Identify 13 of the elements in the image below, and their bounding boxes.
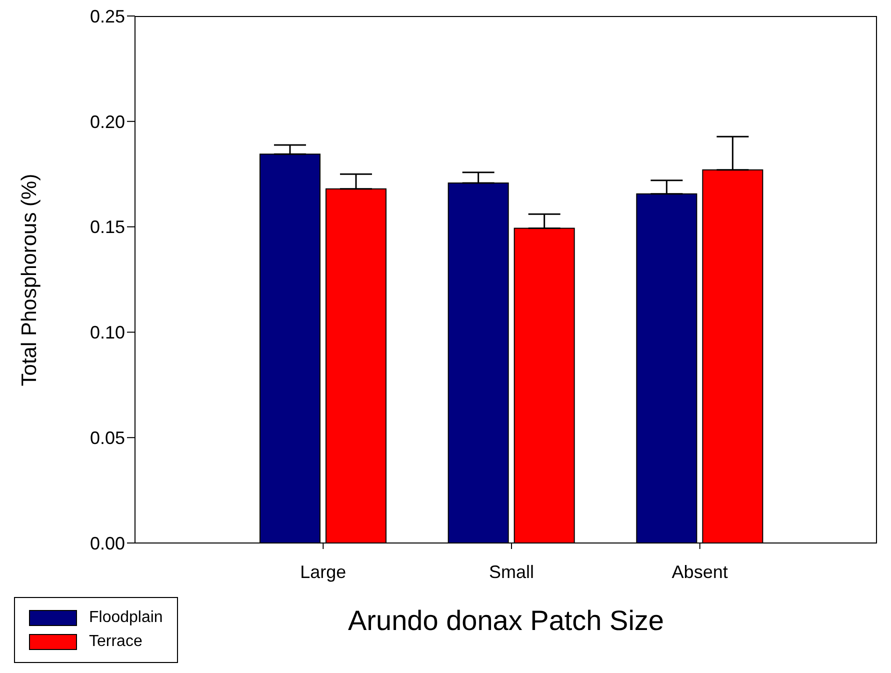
y-tick-label: 0.10	[90, 322, 125, 343]
y-tick-label: 0.25	[90, 6, 125, 26]
y-tick-label: 0.20	[90, 112, 125, 132]
y-tick-label: 0.05	[90, 428, 125, 448]
y-tick-label: 0.15	[90, 217, 125, 238]
legend-label: Floodplain	[89, 609, 163, 627]
y-tick-label: 0.00	[90, 533, 125, 554]
x-tick-label: Large	[300, 562, 346, 582]
x-axis-title: Arundo donax Patch Size	[348, 605, 664, 637]
y-axis-title: Total Phosphorous (%)	[18, 173, 42, 386]
x-tick-label: Small	[488, 562, 534, 582]
legend-label: Terrace	[89, 633, 142, 651]
x-tick-label: Absent	[672, 562, 728, 582]
